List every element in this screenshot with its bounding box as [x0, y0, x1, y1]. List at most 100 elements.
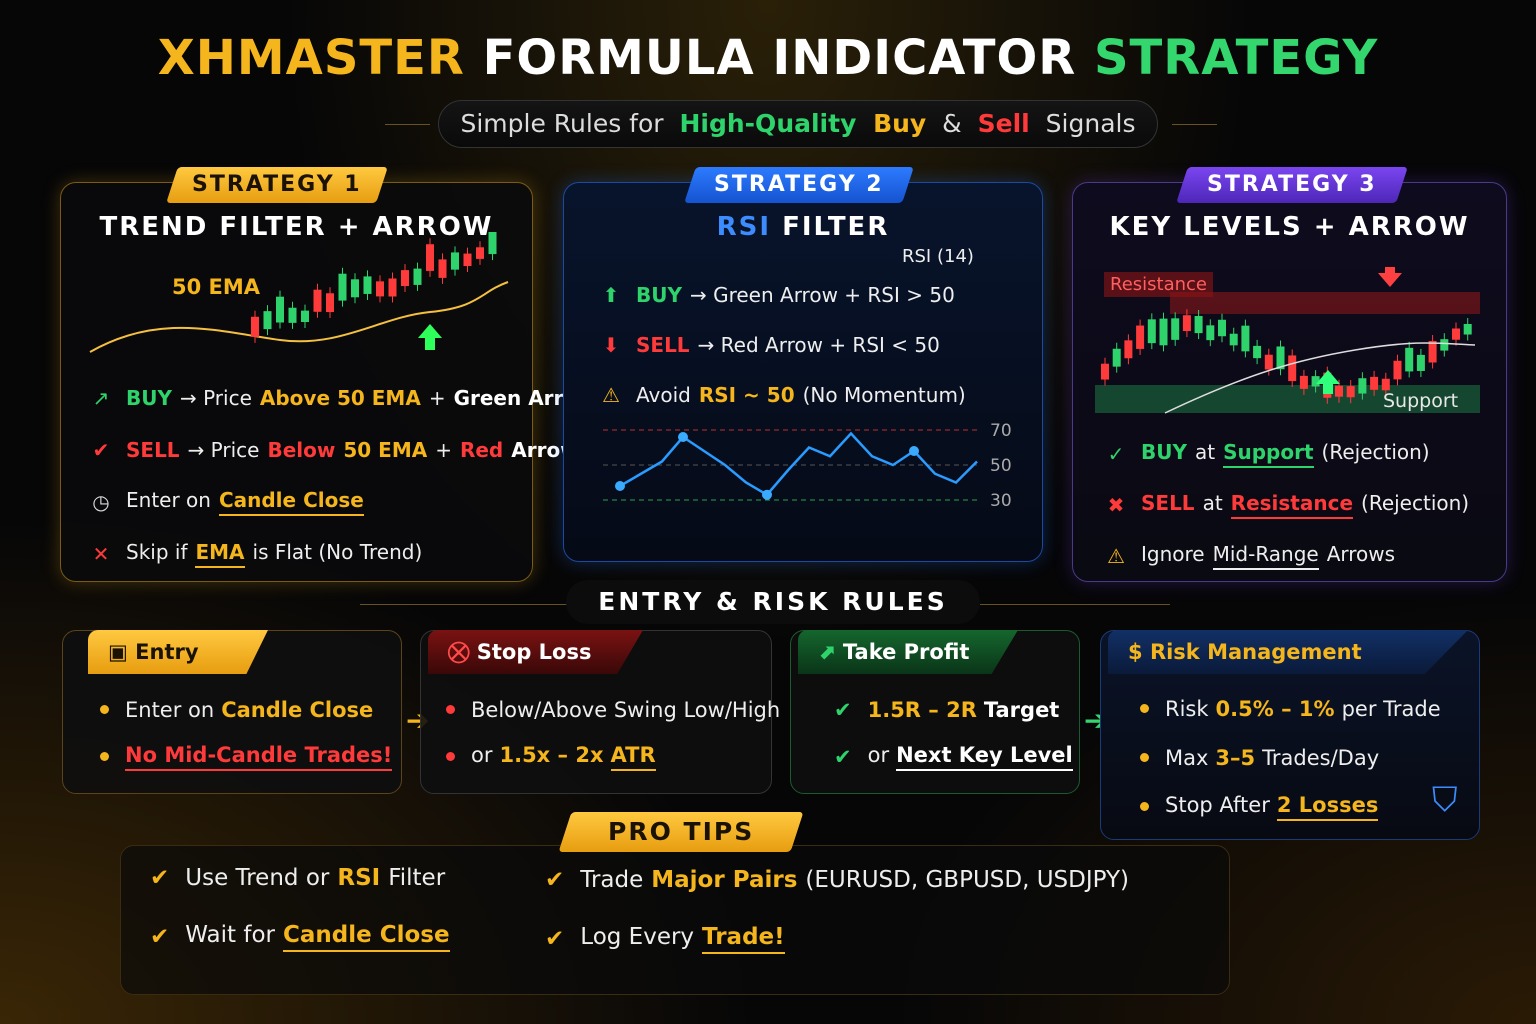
list-item: Below/Above Swing Low/High	[446, 686, 780, 733]
text-segment: Below/Above Swing Low/High	[471, 697, 781, 722]
text-segment: EMA	[195, 540, 245, 568]
bullet-icon	[446, 752, 455, 761]
sell-arrow-icon	[1378, 267, 1402, 287]
buy-arrow-icon	[1316, 370, 1340, 394]
title-filter: FILTER	[782, 212, 890, 242]
strategy-1-tab: STRATEGY 1	[166, 167, 388, 203]
candle	[301, 310, 309, 323]
strategy-1-title: TREND FILTER + ARROW	[99, 212, 494, 242]
strategy-2-tab: STRATEGY 2	[684, 167, 914, 203]
check-circle-icon: ✓	[1107, 441, 1125, 466]
rule-item: ✔ SELL → Price Below 50 EMA + Red Arrow	[88, 424, 596, 476]
candle	[463, 253, 472, 267]
candle	[488, 232, 497, 255]
rsi-point	[909, 446, 919, 456]
check-icon: ✔	[545, 867, 565, 893]
text-segment: Target	[983, 697, 1060, 722]
text-segment: Major Pairs	[651, 867, 798, 893]
ema-line	[89, 281, 509, 353]
candle	[1335, 385, 1343, 397]
text-segment: Log Every	[580, 924, 695, 950]
list-item: Enter on Candle Close	[100, 686, 392, 733]
text-segment: (Rejection)	[1361, 490, 1470, 515]
bullet-icon	[446, 705, 455, 714]
text-segment: 50 EMA	[343, 438, 428, 462]
check-icon: ✔	[834, 744, 852, 769]
bullet-icon	[1140, 802, 1149, 811]
candle	[1159, 318, 1168, 346]
tab-label: STRATEGY 2	[714, 172, 884, 197]
text-segment: is Flat (No Trend)	[252, 540, 423, 564]
x-circle-icon: ✖	[1107, 492, 1125, 517]
page-title: XHMASTER FORMULA INDICATOR STRATEGY	[0, 30, 1536, 86]
text-segment: RSI	[337, 865, 381, 891]
text-segment: Trade!	[702, 924, 785, 954]
tab-label: STRATEGY 1	[192, 172, 362, 197]
text-segment: Avoid	[636, 383, 691, 407]
text-segment: SELL	[1141, 490, 1195, 515]
moving-average-line	[1164, 342, 1476, 414]
candle	[1358, 378, 1367, 394]
bullet-icon	[100, 705, 109, 714]
arrow-down-icon: ⬇	[602, 333, 620, 357]
stoploss-label: Stop Loss	[476, 640, 592, 664]
candle	[1370, 376, 1379, 390]
close-icon: ✕	[92, 542, 110, 566]
candle	[1299, 375, 1308, 389]
text-segment: 2 Losses	[1276, 793, 1379, 821]
ema-label: 50 EMA	[172, 275, 261, 299]
candle	[401, 270, 409, 287]
text-segment: +	[428, 386, 446, 410]
text-segment: Filter	[388, 865, 446, 891]
text-segment: Simple Rules for	[460, 109, 672, 138]
resistance-label: Resistance	[1104, 272, 1213, 297]
risk-items: Risk 0.5% – 1% per Trade Max 3–5 Trades/Day St…	[1140, 684, 1441, 831]
candle	[1440, 339, 1449, 351]
divider	[980, 604, 1170, 605]
candle	[1346, 386, 1355, 398]
pro-tip: ✔ Log Every Trade!	[545, 924, 785, 954]
support-label: Support	[1383, 390, 1459, 412]
text-segment: or	[471, 742, 493, 767]
support-zone	[1095, 385, 1480, 413]
rsi-line	[619, 431, 978, 497]
check-icon: ✔	[150, 924, 170, 950]
candle	[338, 273, 347, 301]
text-segment: → Price	[187, 438, 260, 462]
subtitle: Simple Rules for High-Quality Buy & Sell…	[438, 100, 1158, 148]
rsi-level-label: 50	[990, 456, 1012, 476]
candle	[388, 278, 397, 297]
check-icon: ✔	[92, 438, 110, 462]
list-item: Stop After 2 Losses	[1140, 782, 1441, 831]
rule-item: ✖ SELL at Resistance (Rejection)	[1103, 479, 1469, 530]
text-segment: Mid-Range	[1212, 542, 1319, 570]
strategy-3-card	[1072, 182, 1507, 582]
strategy-3-tab: STRATEGY 3	[1176, 167, 1408, 203]
pro-tip: ✔ Use Trend or RSI Filter	[150, 865, 445, 891]
takeprofit-items: ✔ 1.5R – 2R Target ✔ or Next Key Level	[834, 686, 1073, 780]
takeprofit-tab: ⬈ Take Profit	[798, 630, 1018, 674]
candle	[326, 293, 334, 313]
candle	[1241, 325, 1250, 352]
candle	[438, 259, 447, 278]
candle	[1416, 354, 1425, 371]
resistance-zone	[1170, 292, 1480, 314]
candle	[1136, 325, 1145, 349]
candle	[1101, 363, 1109, 380]
text-segment: → Green Arrow + RSI > 50	[689, 283, 955, 307]
candle	[1311, 376, 1320, 387]
check-icon: ✔	[545, 926, 565, 952]
candle	[1218, 319, 1226, 337]
text-segment: Resistance	[1230, 491, 1354, 519]
list-item: Risk 0.5% – 1% per Trade	[1140, 684, 1441, 733]
candle	[1229, 333, 1238, 346]
candle	[1405, 347, 1414, 372]
text-segment: SELL	[126, 438, 180, 462]
risk-tab: $ Risk Management	[1108, 630, 1468, 674]
bullet-icon	[1140, 753, 1149, 762]
candle	[1452, 328, 1460, 340]
text-segment: Ignore	[1141, 541, 1205, 566]
text-segment: → Red Arrow + RSI < 50	[697, 333, 940, 357]
text-segment: Candle Close	[283, 922, 450, 952]
candle	[1112, 348, 1121, 367]
